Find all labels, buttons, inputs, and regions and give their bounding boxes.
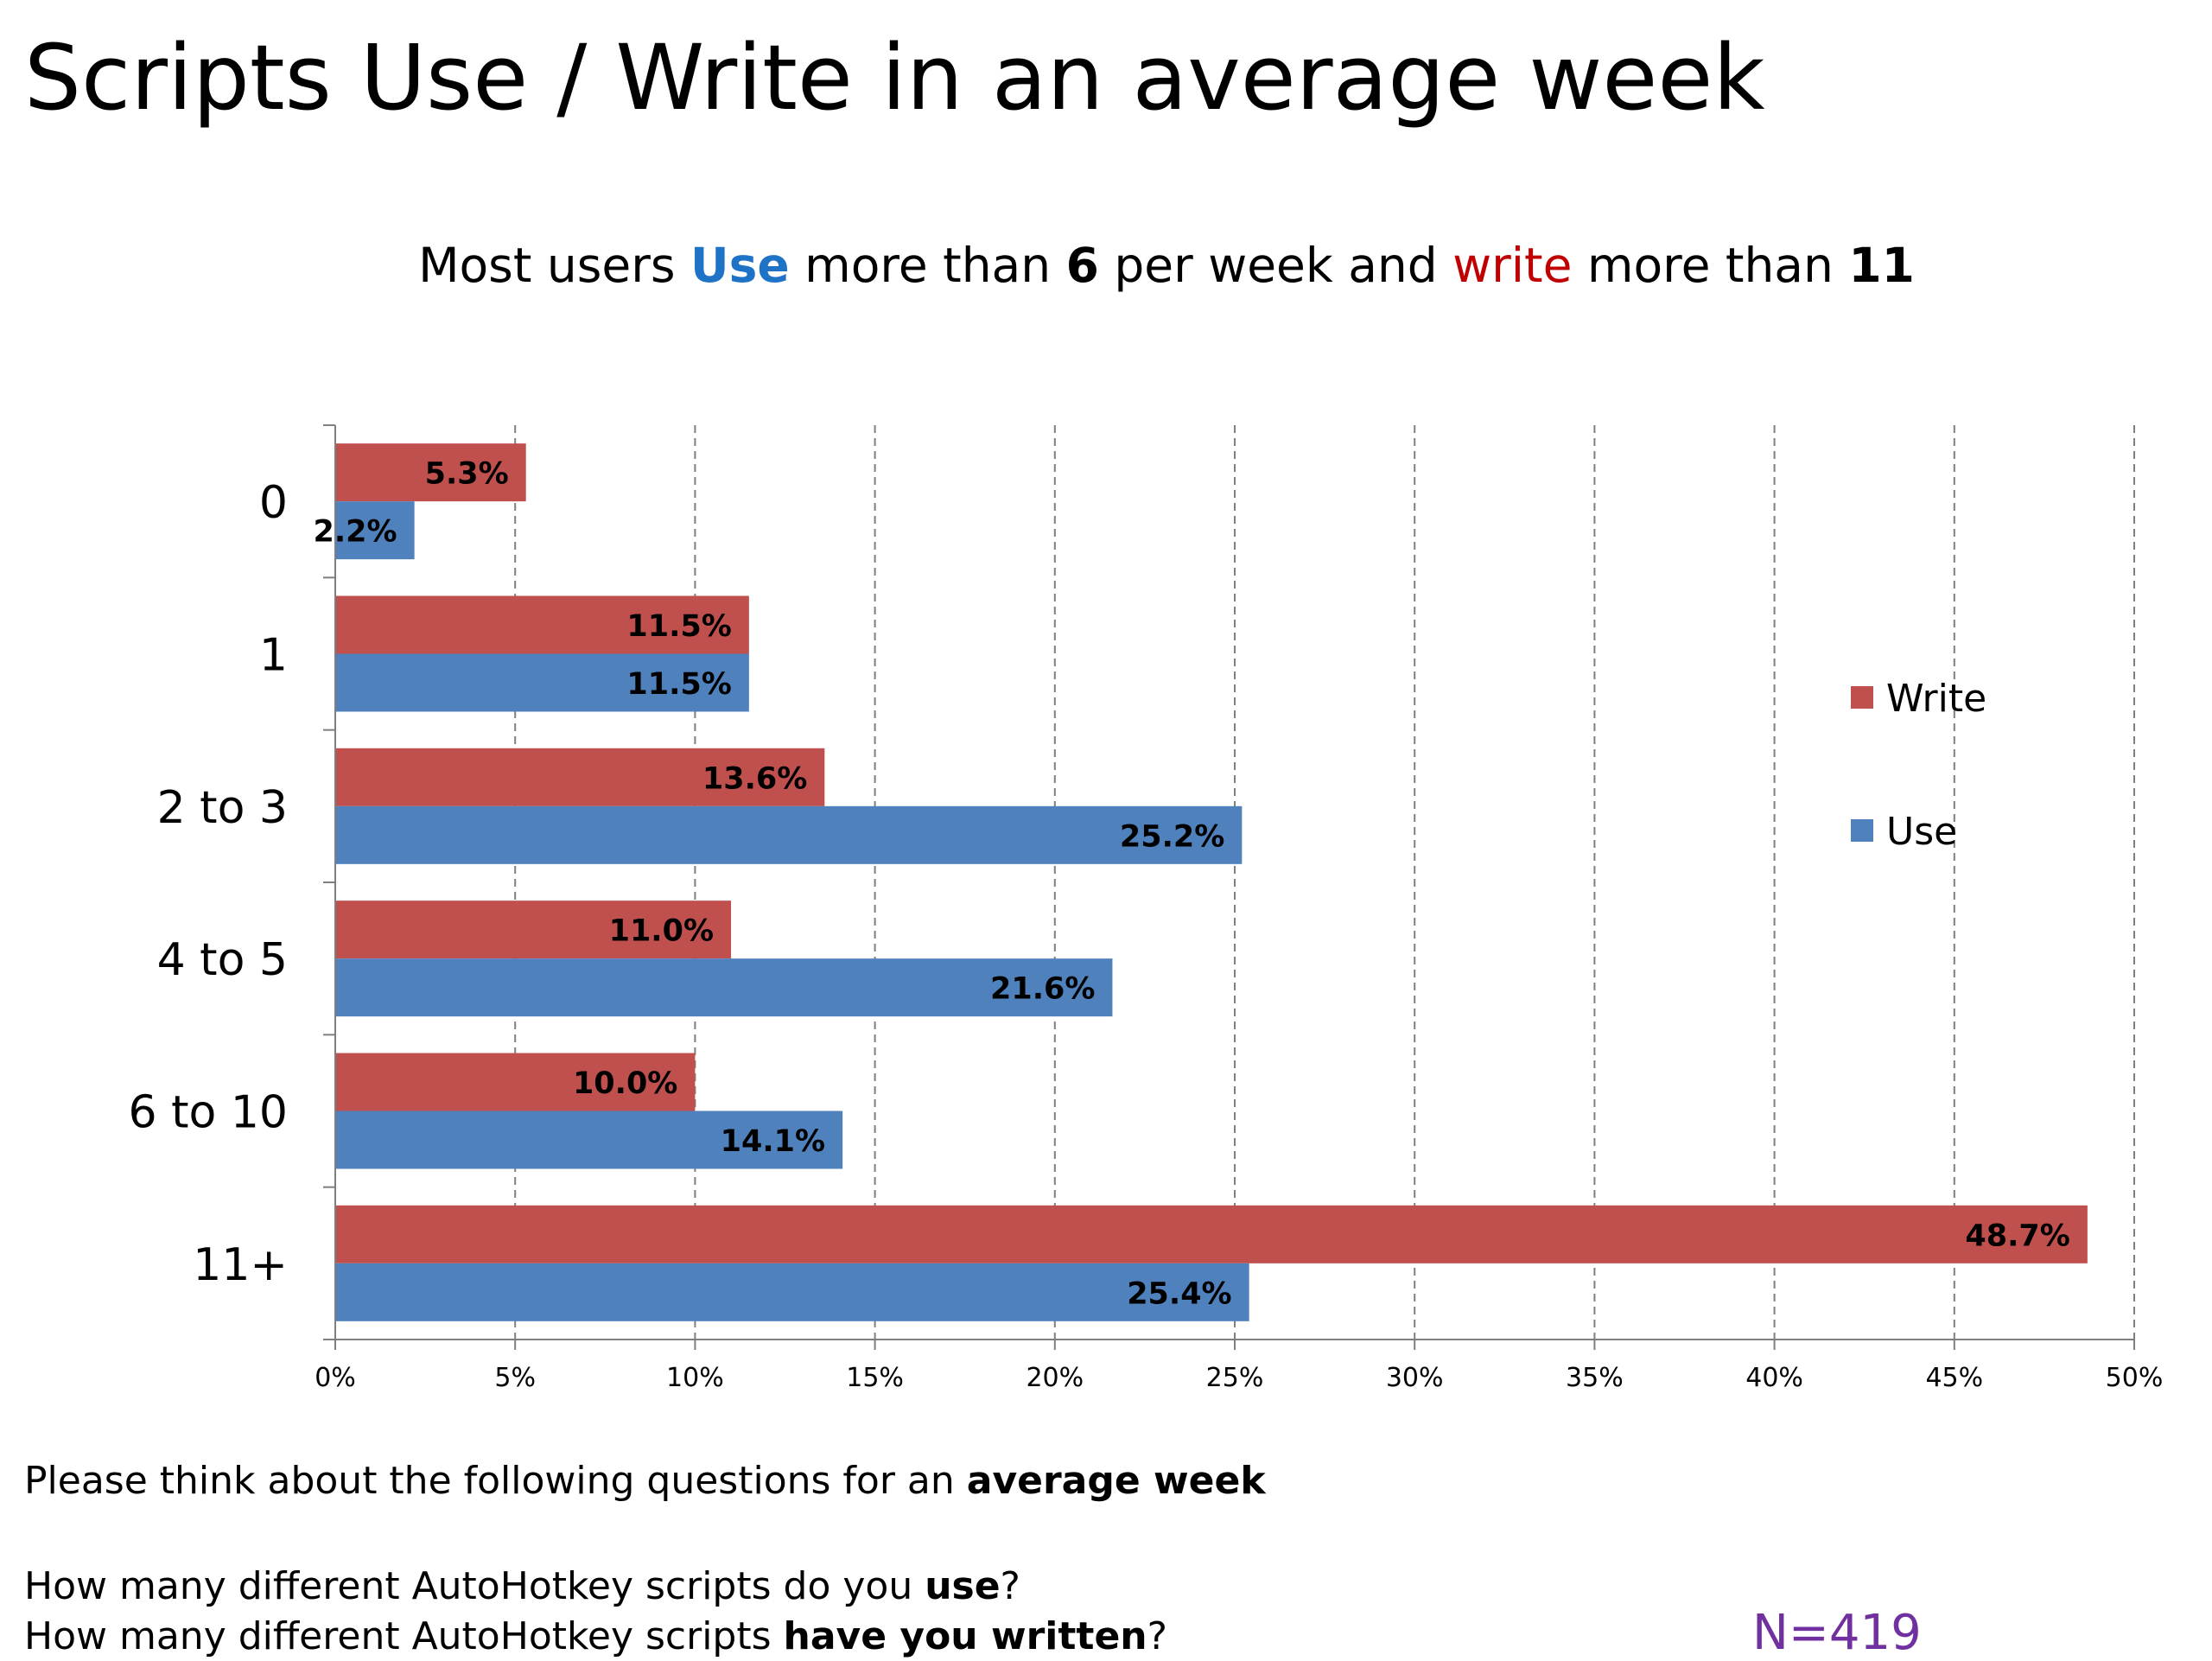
x-tick-label: 30% [1386, 1363, 1444, 1393]
footer-question-write-bold: have you written [783, 1614, 1147, 1658]
data-label: 10.0% [573, 1066, 677, 1101]
data-label: 25.4% [1127, 1276, 1231, 1311]
footer-question-use-bold: use [925, 1564, 1001, 1608]
bar-use [335, 958, 1113, 1017]
legend-swatch-write [1851, 686, 1873, 709]
category-label: 1 [259, 630, 288, 682]
legend-swatch-use [1851, 819, 1873, 842]
subtitle-text-3: per week and [1098, 238, 1453, 293]
footer-question-use-suffix: ? [1000, 1564, 1020, 1608]
bar-write [335, 1053, 696, 1111]
bar-write [335, 901, 732, 959]
category-label: 0 [259, 477, 288, 529]
data-label: 11.5% [626, 667, 731, 702]
legend-label-write: Write [1886, 677, 1986, 721]
bar-write [335, 1205, 2088, 1263]
x-tick-label: 35% [1566, 1363, 1624, 1393]
data-label: 11.5% [626, 609, 731, 644]
footer-question-write: How many different AutoHotkey scripts ha… [24, 1613, 1167, 1661]
bar-write [335, 595, 749, 654]
x-tick-label: 40% [1745, 1363, 1803, 1393]
x-tick-label: 50% [2106, 1363, 2164, 1393]
subtitle-use-number: 6 [1065, 238, 1099, 293]
bar-use [335, 501, 415, 560]
data-label: 13.6% [702, 761, 807, 796]
bar-use [335, 1263, 1249, 1321]
data-label: 48.7% [1965, 1219, 2069, 1253]
bar-write [335, 443, 526, 502]
footer-question-write-suffix: ? [1147, 1614, 1167, 1658]
x-tick-label: 25% [1206, 1363, 1264, 1393]
subtitle-text-4: more than [1572, 238, 1849, 293]
subtitle-use-word: Use [690, 238, 790, 293]
x-tick-label: 45% [1925, 1363, 1983, 1393]
footer-question-use-text: How many different AutoHotkey scripts do… [24, 1564, 925, 1608]
x-tick-label: 20% [1026, 1363, 1084, 1393]
bar-use [335, 805, 1243, 864]
data-label: 25.2% [1120, 819, 1224, 854]
footer-instruction: Please think about the following questio… [24, 1457, 1266, 1505]
sample-size: N=419 [1752, 1605, 1922, 1661]
category-label: 6 to 10 [128, 1087, 288, 1139]
subtitle-text-1: Most users [418, 238, 690, 293]
x-tick-label: 0% [315, 1363, 356, 1393]
data-label: 11.0% [609, 914, 714, 949]
footer-question-write-text: How many different AutoHotkey scripts [24, 1614, 784, 1658]
subtitle-write-number: 11 [1848, 238, 1915, 293]
bar-use [335, 653, 749, 712]
legend-label-use: Use [1886, 810, 1957, 854]
bar-write [335, 748, 825, 806]
x-tick-label: 5% [494, 1363, 536, 1393]
category-label: 2 to 3 [157, 782, 288, 834]
data-label: 5.3% [425, 457, 509, 492]
subtitle-text-2: more than [789, 238, 1066, 293]
footer-question-use: How many different AutoHotkey scripts do… [24, 1562, 1020, 1611]
subtitle-write-word: write [1452, 238, 1573, 293]
category-label: 11+ [193, 1239, 288, 1291]
footer-instruction-text: Please think about the following questio… [24, 1459, 967, 1503]
slide-title: Scripts Use / Write in an average week [24, 25, 1765, 130]
footer-instruction-bold: average week [966, 1459, 1266, 1503]
data-label: 2.2% [314, 515, 397, 550]
data-label: 14.1% [721, 1124, 825, 1159]
x-tick-label: 15% [846, 1363, 904, 1393]
x-tick-label: 10% [666, 1363, 724, 1393]
chart-subtitle: Most users Use more than 6 per week and … [0, 235, 2212, 296]
data-label: 21.6% [990, 972, 1095, 1007]
category-label: 4 to 5 [157, 934, 288, 986]
bar-use [335, 1111, 843, 1169]
